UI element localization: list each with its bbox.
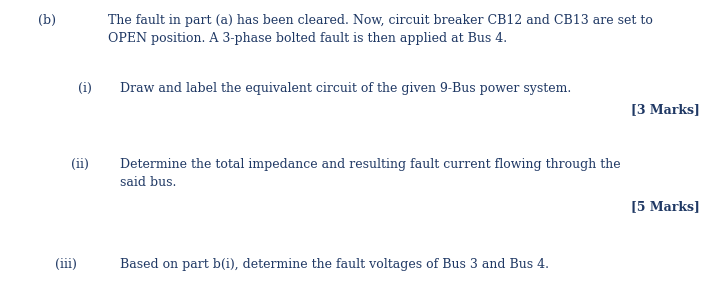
- Text: (i): (i): [78, 82, 92, 95]
- Text: [5 Marks]: [5 Marks]: [631, 200, 700, 213]
- Text: Draw and label the equivalent circuit of the given 9-Bus power system.: Draw and label the equivalent circuit of…: [120, 82, 571, 95]
- Text: (ii): (ii): [71, 158, 89, 171]
- Text: Based on part b(i), determine the fault voltages of Bus 3 and Bus 4.: Based on part b(i), determine the fault …: [120, 258, 549, 271]
- Text: [3 Marks]: [3 Marks]: [631, 103, 700, 116]
- Text: OPEN position. A 3-phase bolted fault is then applied at Bus 4.: OPEN position. A 3-phase bolted fault is…: [108, 32, 507, 45]
- Text: said bus.: said bus.: [120, 176, 177, 189]
- Text: (iii): (iii): [55, 258, 77, 271]
- Text: (b): (b): [38, 14, 56, 27]
- Text: Determine the total impedance and resulting fault current flowing through the: Determine the total impedance and result…: [120, 158, 621, 171]
- Text: The fault in part (a) has been cleared. Now, circuit breaker CB12 and CB13 are s: The fault in part (a) has been cleared. …: [108, 14, 653, 27]
